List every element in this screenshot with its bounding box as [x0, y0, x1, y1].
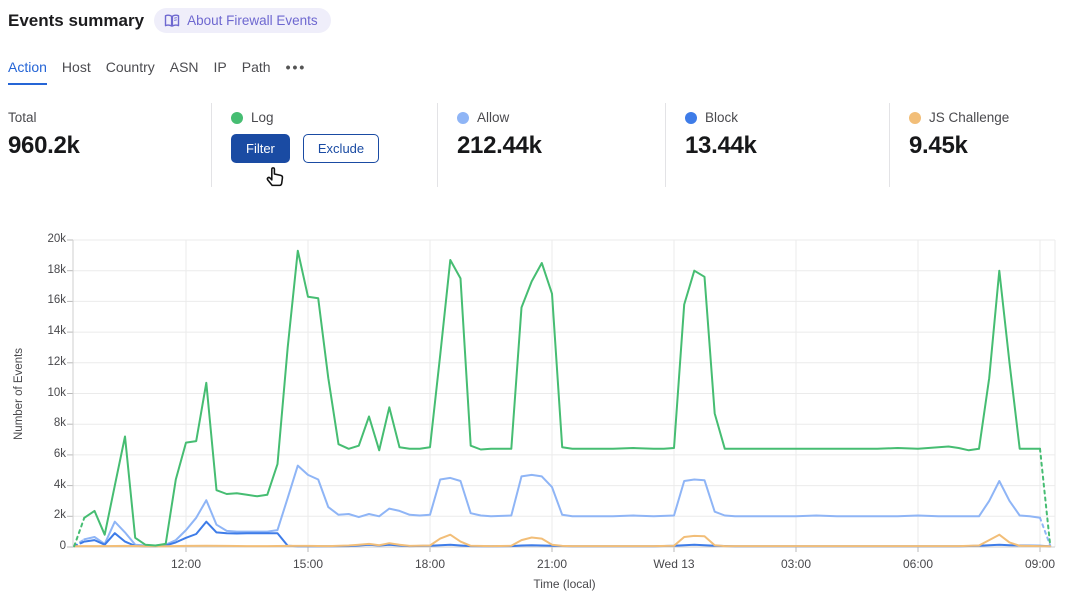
about-badge-label: About Firewall Events [187, 13, 318, 28]
y-tick-label: 10k [47, 386, 66, 399]
y-tick-label: 8k [53, 417, 66, 430]
stat-total-label: Total [8, 110, 37, 125]
js-challenge-legend-dot [909, 111, 921, 124]
x-tick-label: 09:00 [1024, 557, 1056, 571]
tab-asn[interactable]: ASN [169, 59, 199, 75]
x-tick-label: 21:00 [536, 557, 568, 571]
tab-path[interactable]: Path [241, 59, 271, 75]
x-axis-title: Time (local) [533, 577, 596, 591]
stat-allow-value: 212.44k [457, 132, 542, 159]
tab-action[interactable]: Action [8, 59, 47, 85]
stat-js-challenge-label: JS Challenge [929, 110, 1010, 125]
x-tick-label: 12:00 [170, 557, 202, 571]
stat-allow: Allow 212.44k [437, 103, 665, 187]
y-tick-label: 18k [47, 263, 66, 276]
y-tick-label: 12k [47, 355, 66, 368]
y-tick-label: 2k [53, 509, 66, 522]
x-tick-label: Wed 13 [653, 557, 695, 571]
header: Events summary About Firewall Events [8, 8, 331, 33]
block-legend-dot [685, 111, 697, 124]
stat-allow-label: Allow [477, 110, 510, 125]
allow-legend-dot [457, 111, 469, 124]
y-tick-label: 4k [53, 478, 66, 491]
x-tick-label: 06:00 [902, 557, 934, 571]
y-axis-title: Number of Events [13, 347, 25, 440]
tab-host[interactable]: Host [61, 59, 91, 75]
stat-log-label: Log [251, 110, 274, 125]
stat-js-challenge: JS Challenge 9.45k [889, 103, 1068, 187]
stat-block-label: Block [705, 110, 739, 125]
hand-cursor-icon [266, 167, 284, 187]
stats-row: Total 960.2k Log Filter Exclude Allow 21… [0, 103, 1068, 187]
tab-ip[interactable]: IP [213, 59, 227, 75]
exclude-button[interactable]: Exclude [302, 134, 380, 163]
y-tick-label: 6k [53, 447, 66, 460]
tab-bar: Action Host Country ASN IP Path ••• [8, 59, 306, 85]
stat-block: Block 13.44k [665, 103, 889, 187]
x-tick-label: 18:00 [414, 557, 446, 571]
book-icon [164, 14, 180, 28]
log-legend-dot [231, 111, 243, 124]
y-tick-label: 20k [47, 233, 66, 245]
y-tick-label: 14k [47, 325, 66, 338]
x-tick-label: 03:00 [780, 557, 812, 571]
events-line-chart [67, 239, 1056, 552]
page-title: Events summary [8, 10, 145, 30]
tab-country[interactable]: Country [105, 59, 155, 75]
stat-log: Log Filter Exclude [211, 103, 437, 187]
y-tick-label: 16k [47, 294, 66, 307]
filter-button[interactable]: Filter [231, 134, 290, 163]
y-tick-label: 0 [59, 540, 66, 552]
x-tick-label: 15:00 [292, 557, 324, 571]
stat-total-value: 960.2k [8, 132, 80, 159]
stat-block-value: 13.44k [685, 132, 757, 159]
about-firewall-events-badge[interactable]: About Firewall Events [154, 8, 331, 33]
tabs-more-ellipsis-icon[interactable]: ••• [285, 59, 307, 75]
stat-total: Total 960.2k [0, 103, 211, 187]
stat-js-challenge-value: 9.45k [909, 132, 968, 159]
